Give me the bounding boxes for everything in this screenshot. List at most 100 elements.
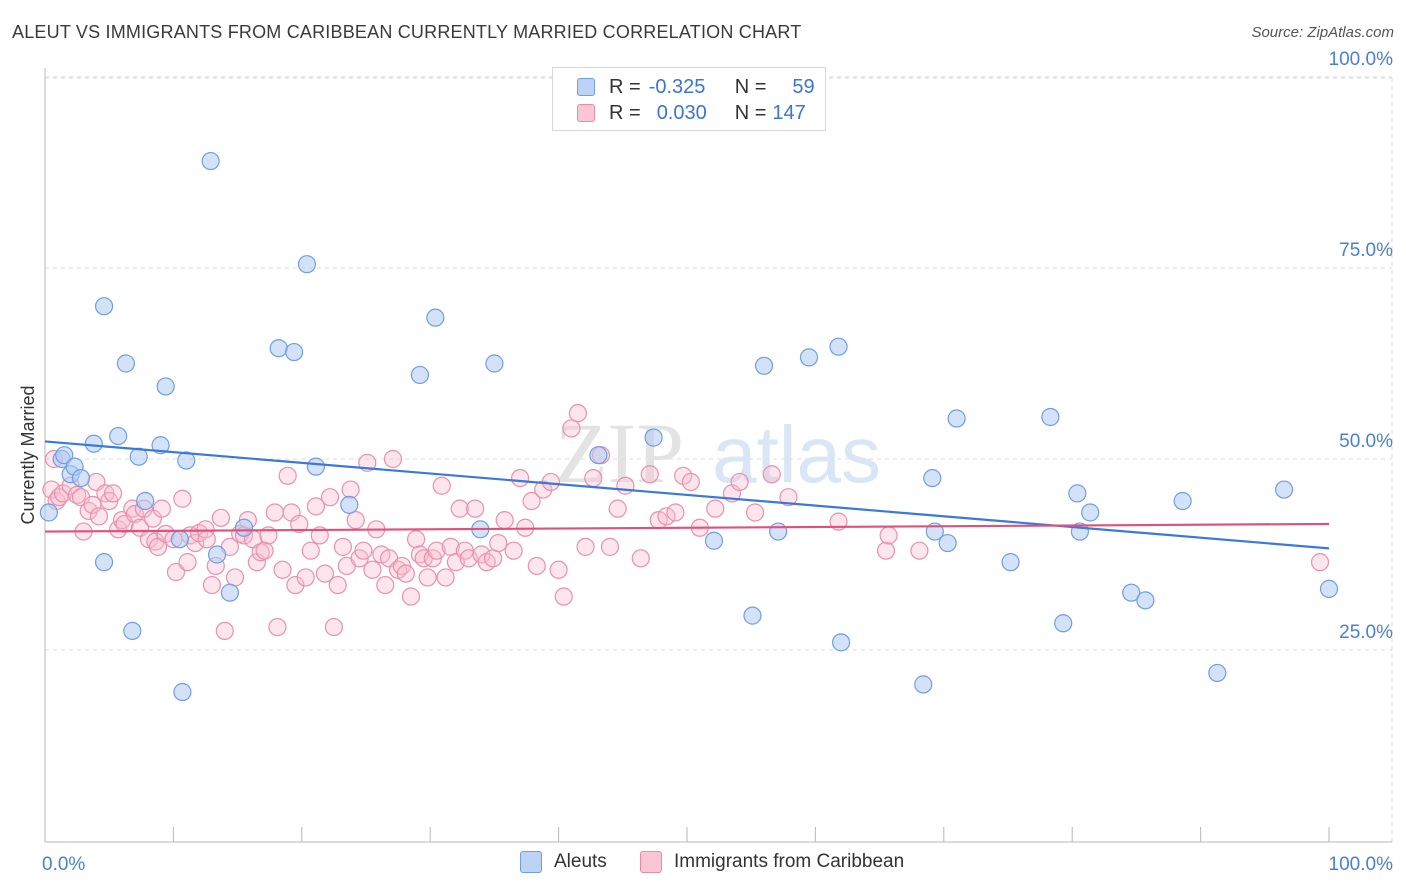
caribbean-point <box>657 507 676 526</box>
caribbean-point <box>432 476 451 495</box>
caribbean-point <box>301 541 320 560</box>
caribbean-point <box>541 472 560 492</box>
r-label: R = <box>609 75 641 98</box>
caribbean-point <box>681 472 700 492</box>
aleut-point <box>123 621 142 641</box>
caribbean-point <box>1310 553 1330 572</box>
aleut-point <box>1319 579 1339 598</box>
caribbean-point <box>876 541 896 560</box>
y-axis-label: Currently Married <box>18 385 38 524</box>
x-tick-label-min: 0.0% <box>42 854 85 875</box>
aleut-point <box>1173 491 1192 511</box>
correlation-legend: R = -0.325 N = 59 R = 0.030 N = 147 <box>552 67 826 131</box>
aleut-point <box>589 446 608 465</box>
caribbean-n-value: 147 <box>772 101 806 124</box>
aleut-point <box>938 533 957 553</box>
caribbean-point <box>225 568 245 587</box>
aleut-point <box>109 426 128 446</box>
aleut-points <box>39 151 1339 702</box>
axes <box>44 68 1392 843</box>
aleuts-n-value: 59 <box>792 75 815 98</box>
caribbean-point <box>406 530 426 549</box>
caribbean-trend-line <box>44 522 1330 533</box>
aleut-point <box>914 675 933 694</box>
aleut-point <box>297 255 317 274</box>
y-tick-label: 75.0% <box>1339 240 1393 261</box>
aleuts-r-value: -0.325 <box>648 75 706 98</box>
aleut-point <box>1041 407 1060 427</box>
y-tick-label: 100.0% <box>1329 49 1394 70</box>
caribbean-point <box>268 617 287 637</box>
y-tick-label: 25.0% <box>1339 622 1393 643</box>
caribbean-point <box>576 537 595 556</box>
caribbean-point <box>328 575 347 595</box>
r-label: R = <box>609 101 641 124</box>
aleut-point <box>1001 553 1020 572</box>
legend-row-aleuts: R = -0.325 N = 59 <box>577 74 815 100</box>
caribbean-point <box>290 514 309 534</box>
caribbean-point <box>42 480 61 499</box>
aleut-point <box>410 365 430 385</box>
caribbean-point <box>376 575 395 595</box>
x-tick-label-max: 100.0% <box>1329 854 1394 875</box>
aleut-point <box>84 434 103 453</box>
legend-item-caribbean: Immigrants from Caribbean <box>640 851 904 873</box>
caribbean-point <box>178 553 197 572</box>
aleut-point <box>1274 480 1294 499</box>
caribbean-point <box>608 499 627 518</box>
n-label: N = <box>734 75 767 98</box>
aleut-point <box>177 451 196 470</box>
caribbean-point <box>346 511 365 530</box>
aleuts-legend-swatch <box>520 851 542 873</box>
aleut-point <box>156 377 175 396</box>
caribbean-point <box>522 491 541 511</box>
caribbean-swatch <box>577 104 595 122</box>
caribbean-point <box>427 541 446 560</box>
aleut-point <box>947 409 966 428</box>
aleut-point <box>644 428 663 447</box>
aleut-point <box>485 354 504 373</box>
caribbean-point <box>286 575 305 595</box>
caribbean-point <box>306 497 326 516</box>
caribbean-point <box>197 530 216 549</box>
source-note: Source: ZipAtlas.com <box>1251 24 1394 41</box>
aleut-point <box>1068 484 1087 503</box>
aleut-point <box>1208 663 1227 683</box>
aleut-point <box>1136 591 1155 610</box>
caribbean-point <box>143 509 162 528</box>
aleut-point <box>116 354 135 373</box>
caribbean-point <box>527 556 546 576</box>
caribbean-point <box>600 537 620 556</box>
caribbean-point <box>341 480 360 499</box>
caribbean-point <box>436 568 455 587</box>
aleut-point <box>799 348 819 367</box>
aleut-point <box>754 356 774 375</box>
caribbean-point <box>554 587 573 606</box>
caribbean-point <box>255 541 274 560</box>
series-legend: Aleuts Immigrants from Caribbean <box>0 851 1406 879</box>
caribbean-point <box>745 503 765 522</box>
aleut-point <box>136 491 155 511</box>
caribbean-point <box>418 568 437 587</box>
aleut-point <box>170 530 189 549</box>
caribbean-point <box>103 484 123 503</box>
caribbean-point <box>510 469 530 488</box>
aleuts-legend-label: Aleuts <box>554 851 607 872</box>
aleut-trend-line <box>44 440 1330 550</box>
caribbean-points <box>42 404 1330 641</box>
aleut-point <box>207 545 227 564</box>
caribbean-point <box>320 488 340 507</box>
caribbean-point <box>401 587 421 606</box>
caribbean-point <box>779 488 798 507</box>
aleut-point <box>831 633 851 652</box>
caribbean-point <box>534 480 553 499</box>
caribbean-point <box>584 469 603 488</box>
chart-title: ALEUT VS IMMIGRANTS FROM CARIBBEAN CURRE… <box>12 22 802 42</box>
caribbean-point <box>631 549 650 568</box>
aleut-point <box>743 606 762 625</box>
aleut-point <box>426 308 445 327</box>
aleut-point <box>71 469 91 488</box>
caribbean-point <box>640 465 659 484</box>
caribbean-point <box>504 541 523 560</box>
